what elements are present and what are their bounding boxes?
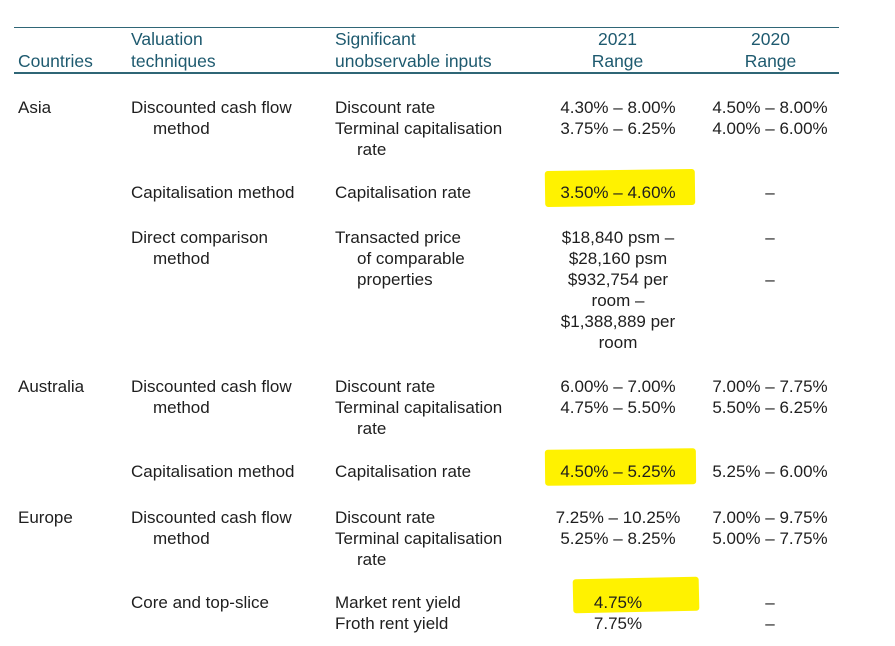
asia-dcf-technique-2: method: [153, 119, 210, 138]
asia-direct-2020-2: –: [765, 270, 775, 289]
asia-direct-2020-1: –: [765, 228, 775, 247]
asia-cap-input: Capitalisation rate: [335, 183, 472, 202]
europe-dcf-2021-1: 7.25% – 10.25%: [555, 508, 681, 527]
asia-direct-input-1: Transacted price: [335, 228, 461, 247]
asia-direct-2021-3: $932,754 per: [567, 270, 669, 289]
europe-dcf-2021-2: 5.25% – 8.25%: [560, 529, 676, 548]
asia-dcf-2020-2: 4.00% – 6.00%: [712, 119, 828, 138]
europe-dcf-input-1: Discount rate: [335, 508, 436, 527]
asia-cap-2021: 3.50% – 4.60%: [560, 183, 676, 202]
header-inputs-1: Significant: [335, 29, 416, 49]
europe-dcf-2020-2: 5.00% – 7.75%: [712, 529, 828, 548]
asia-dcf-2020-1: 4.50% – 8.00%: [712, 98, 828, 117]
header-top-rule: [14, 27, 839, 28]
header-countries: Countries: [18, 51, 93, 71]
header-inputs-2: unobservable inputs: [335, 51, 492, 71]
country-europe: Europe: [18, 508, 73, 527]
header-valuation-1: Valuation: [131, 29, 203, 49]
header-2020-range: Range: [744, 51, 797, 71]
europe-core-2020-1: –: [765, 593, 775, 612]
australia-dcf-input-1: Discount rate: [335, 377, 436, 396]
asia-direct-2021-2: $28,160 psm: [568, 249, 668, 268]
australia-cap-input: Capitalisation rate: [335, 462, 472, 481]
europe-core-2020-2: –: [765, 614, 775, 633]
europe-dcf-input-3: rate: [357, 550, 387, 569]
asia-direct-2021-6: room: [598, 333, 638, 352]
australia-dcf-2021-1: 6.00% – 7.00%: [560, 377, 676, 396]
asia-cap-2020: –: [765, 183, 775, 202]
asia-dcf-technique-1: Discounted cash flow: [131, 98, 292, 117]
australia-dcf-input-3: rate: [357, 419, 387, 438]
header-2021-year: 2021: [598, 29, 637, 49]
asia-dcf-input-1: Discount rate: [335, 98, 436, 117]
australia-dcf-technique-2: method: [153, 398, 210, 417]
australia-dcf-input-2: Terminal capitalisation: [335, 398, 503, 417]
asia-direct-technique-2: method: [153, 249, 210, 268]
asia-dcf-2021-1: 4.30% – 8.00%: [560, 98, 676, 117]
europe-dcf-technique-1: Discounted cash flow: [131, 508, 292, 527]
asia-direct-input-3: properties: [357, 270, 433, 289]
country-asia: Asia: [18, 98, 52, 117]
asia-dcf-input-3: rate: [357, 140, 387, 159]
europe-core-2021-1: 4.75%: [593, 593, 643, 612]
country-australia: Australia: [18, 377, 85, 396]
asia-direct-2021-4: room –: [591, 291, 645, 310]
australia-cap-technique: Capitalisation method: [131, 462, 295, 481]
header-2021-range: Range: [591, 51, 644, 71]
australia-dcf-2020-1: 7.00% – 7.75%: [712, 377, 828, 396]
australia-dcf-technique-1: Discounted cash flow: [131, 377, 292, 396]
australia-dcf-2020-2: 5.50% – 6.25%: [712, 398, 828, 417]
asia-dcf-2021-2: 3.75% – 6.25%: [560, 119, 676, 138]
australia-dcf-2021-2: 4.75% – 5.50%: [560, 398, 676, 417]
europe-dcf-technique-2: method: [153, 529, 210, 548]
header-bottom-rule: [14, 72, 839, 74]
europe-dcf-input-2: Terminal capitalisation: [335, 529, 503, 548]
asia-direct-technique-1: Direct comparison: [131, 228, 268, 247]
asia-direct-2021-1: $18,840 psm –: [561, 228, 675, 247]
asia-cap-technique: Capitalisation method: [131, 183, 295, 202]
europe-core-input-2: Froth rent yield: [335, 614, 449, 633]
europe-core-technique: Core and top-slice: [131, 593, 269, 612]
australia-cap-2020: 5.25% – 6.00%: [712, 462, 828, 481]
asia-direct-input-2: of comparable: [357, 249, 465, 268]
header-valuation-2: techniques: [131, 51, 216, 71]
europe-core-input-1: Market rent yield: [335, 593, 461, 612]
asia-direct-2021-5: $1,388,889 per: [560, 312, 676, 331]
asia-dcf-input-2: Terminal capitalisation: [335, 119, 503, 138]
europe-dcf-2020-1: 7.00% – 9.75%: [712, 508, 828, 527]
australia-cap-2021: 4.50% – 5.25%: [560, 462, 676, 481]
header-2020-year: 2020: [751, 29, 790, 49]
europe-core-2021-2: 7.75%: [593, 614, 643, 633]
